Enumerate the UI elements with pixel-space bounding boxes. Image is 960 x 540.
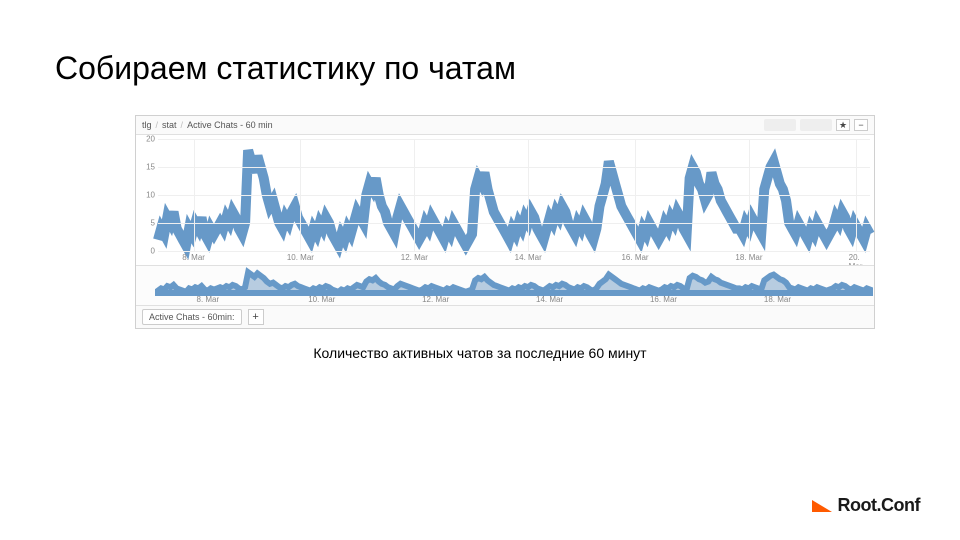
y-axis: 0 5 10 15 20	[136, 135, 158, 265]
breadcrumb-part: tlg	[142, 120, 152, 130]
overview-series	[158, 270, 870, 293]
chart-panel: tlg / stat / Active Chats - 60 min ★ − 0…	[135, 115, 875, 329]
slide-title: Собираем статистику по чатам	[55, 50, 516, 87]
gridline	[414, 139, 415, 251]
x-tick-label: 12. Mar	[401, 253, 428, 262]
chart-caption: Количество активных чатов за последние 6…	[0, 345, 960, 361]
overview-x-tick-label: 16. Mar	[650, 295, 677, 304]
gridline	[158, 251, 870, 252]
star-button[interactable]: ★	[836, 119, 850, 131]
overview-plot	[158, 270, 870, 293]
add-metric-button[interactable]: +	[248, 309, 264, 325]
overview-x-tick-label: 10. Mar	[308, 295, 335, 304]
x-tick-label: 18. Mar	[735, 253, 762, 262]
y-tick-label: 20	[146, 135, 155, 144]
overview-x-tick-label: 12. Mar	[422, 295, 449, 304]
breadcrumb-part: stat	[162, 120, 177, 130]
overview-x-tick-label: 18. Mar	[764, 295, 791, 304]
breadcrumb-part: Active Chats - 60 min	[187, 120, 273, 130]
main-chart-area: 0 5 10 15 20 8. Mar 10. Mar 12. Mar 14. Mar 16. …	[136, 135, 874, 265]
chart-header-controls: ★ −	[764, 119, 868, 131]
gridline	[856, 139, 857, 251]
gridline	[158, 167, 870, 168]
overview-area: 8. Mar 10. Mar 12. Mar 14. Mar 16. Mar 18. Ma…	[136, 265, 874, 305]
gridline	[300, 139, 301, 251]
header-chip	[764, 119, 796, 131]
brand-logo: Root.Conf	[812, 495, 920, 516]
overview-x-axis: 8. Mar 10. Mar 12. Mar 14. Mar 16. Mar 18. Ma…	[158, 295, 870, 305]
gridline	[158, 223, 870, 224]
main-plot	[158, 139, 870, 251]
y-tick-label: 10	[146, 191, 155, 200]
gridline	[194, 139, 195, 251]
logo-triangle-icon	[812, 500, 832, 512]
x-tick-label: 16. Mar	[621, 253, 648, 262]
overview-series-area	[158, 272, 870, 293]
gridline	[158, 139, 870, 140]
metric-pill[interactable]: Active Chats - 60min:	[142, 309, 242, 325]
gridline	[528, 139, 529, 251]
chart-header: tlg / stat / Active Chats - 60 min ★ −	[136, 116, 874, 135]
line-series	[158, 150, 870, 245]
header-chip	[800, 119, 832, 131]
y-tick-label: 0	[151, 247, 155, 256]
gridline	[749, 139, 750, 251]
collapse-button[interactable]: −	[854, 119, 868, 131]
chart-breadcrumb: tlg / stat / Active Chats - 60 min	[142, 120, 273, 130]
x-axis: 8. Mar 10. Mar 12. Mar 14. Mar 16. Mar 18. Ma…	[158, 253, 870, 265]
x-tick-label: 14. Mar	[515, 253, 542, 262]
gridline	[635, 139, 636, 251]
x-tick-label: 8. Mar	[182, 253, 205, 262]
breadcrumb-sep: /	[156, 120, 159, 130]
overview-x-tick-label: 14. Mar	[536, 295, 563, 304]
y-tick-label: 5	[151, 219, 155, 228]
gridline	[158, 195, 870, 196]
x-tick-label: 10. Mar	[287, 253, 314, 262]
chart-footer: Active Chats - 60min: +	[136, 305, 874, 328]
overview-x-tick-label: 8. Mar	[196, 295, 219, 304]
y-tick-label: 15	[146, 163, 155, 172]
breadcrumb-sep: /	[181, 120, 184, 130]
logo-text: Root.Conf	[838, 495, 920, 516]
